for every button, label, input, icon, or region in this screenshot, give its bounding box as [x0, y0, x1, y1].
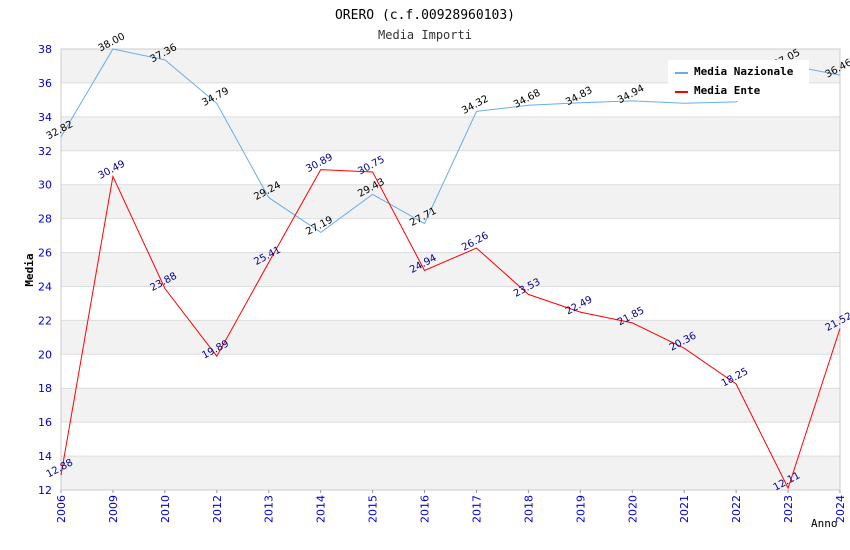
x-tick-label: 2012 — [211, 495, 224, 523]
x-tick-label: 2021 — [678, 495, 691, 523]
x-tick-label: 2013 — [263, 495, 276, 523]
y-tick-label: 18 — [38, 382, 52, 395]
y-tick-label: 24 — [38, 280, 52, 293]
legend-box — [668, 60, 809, 101]
background-band — [61, 456, 840, 490]
plot-background-bands — [61, 49, 840, 490]
background-band — [61, 320, 840, 355]
y-tick-label: 32 — [38, 145, 52, 158]
legend-label-media-nazionale: Media Nazionale — [694, 65, 794, 78]
x-axis-ticks: 2006 2009 2010 2012 2013 2014 2015 2016 2017 2018… — [55, 490, 847, 523]
background-band — [61, 388, 840, 423]
y-axis-label: Media — [23, 253, 36, 286]
x-tick-label: 2023 — [782, 495, 795, 523]
y-tick-label: 36 — [38, 77, 52, 90]
x-tick-label: 2019 — [574, 495, 587, 523]
x-tick-label: 2022 — [730, 495, 743, 523]
data-label: 26.26 — [460, 230, 490, 253]
y-tick-label: 20 — [38, 348, 52, 361]
y-tick-label: 30 — [38, 179, 52, 192]
y-tick-label: 26 — [38, 247, 52, 260]
y-tick-label: 14 — [38, 450, 52, 463]
data-label: 34.94 — [616, 83, 646, 106]
x-tick-label: 2024 — [834, 495, 847, 523]
data-label: 18.25 — [720, 366, 750, 389]
legend: Media Nazionale Media Ente — [668, 60, 809, 101]
x-tick-label: 2018 — [522, 495, 535, 523]
x-axis-label: Anno — [811, 517, 838, 530]
data-label: 34.68 — [512, 88, 542, 111]
y-tick-label: 38 — [38, 43, 52, 56]
x-tick-label: 2009 — [107, 495, 120, 523]
y-tick-label: 22 — [38, 314, 52, 327]
chart-title: ORERO (c.f.00928960103) — [335, 8, 515, 23]
background-band — [61, 252, 840, 287]
y-tick-label: 28 — [38, 213, 52, 226]
legend-label-media-ente: Media Ente — [694, 84, 761, 97]
data-label: 30.49 — [97, 159, 127, 182]
x-tick-label: 2014 — [315, 495, 328, 523]
y-tick-label: 34 — [38, 111, 52, 124]
y-tick-label: 12 — [38, 484, 52, 497]
data-label: 30.75 — [356, 154, 386, 177]
x-tick-label: 2020 — [626, 495, 639, 523]
series-line-media-ente — [60, 169, 841, 490]
plot-frame — [60, 48, 841, 491]
y-tick-label: 16 — [38, 416, 52, 429]
x-tick-label: 2017 — [470, 495, 483, 523]
x-tick-label: 2015 — [367, 495, 380, 523]
x-tick-label: 2010 — [159, 495, 172, 523]
background-band — [61, 116, 840, 151]
chart-subtitle: Media Importi — [378, 28, 472, 42]
background-band — [61, 184, 840, 219]
x-tick-label: 2016 — [419, 495, 432, 523]
series-line-media-nazionale — [60, 48, 841, 234]
series-lines — [60, 48, 841, 490]
data-label: 34.83 — [564, 85, 594, 108]
y-axis-ticks: 12 14 16 18 20 22 24 26 28 30 32 34 36 38 — [38, 43, 52, 497]
x-tick-label: 2006 — [55, 495, 68, 523]
data-label: 34.79 — [200, 86, 230, 109]
